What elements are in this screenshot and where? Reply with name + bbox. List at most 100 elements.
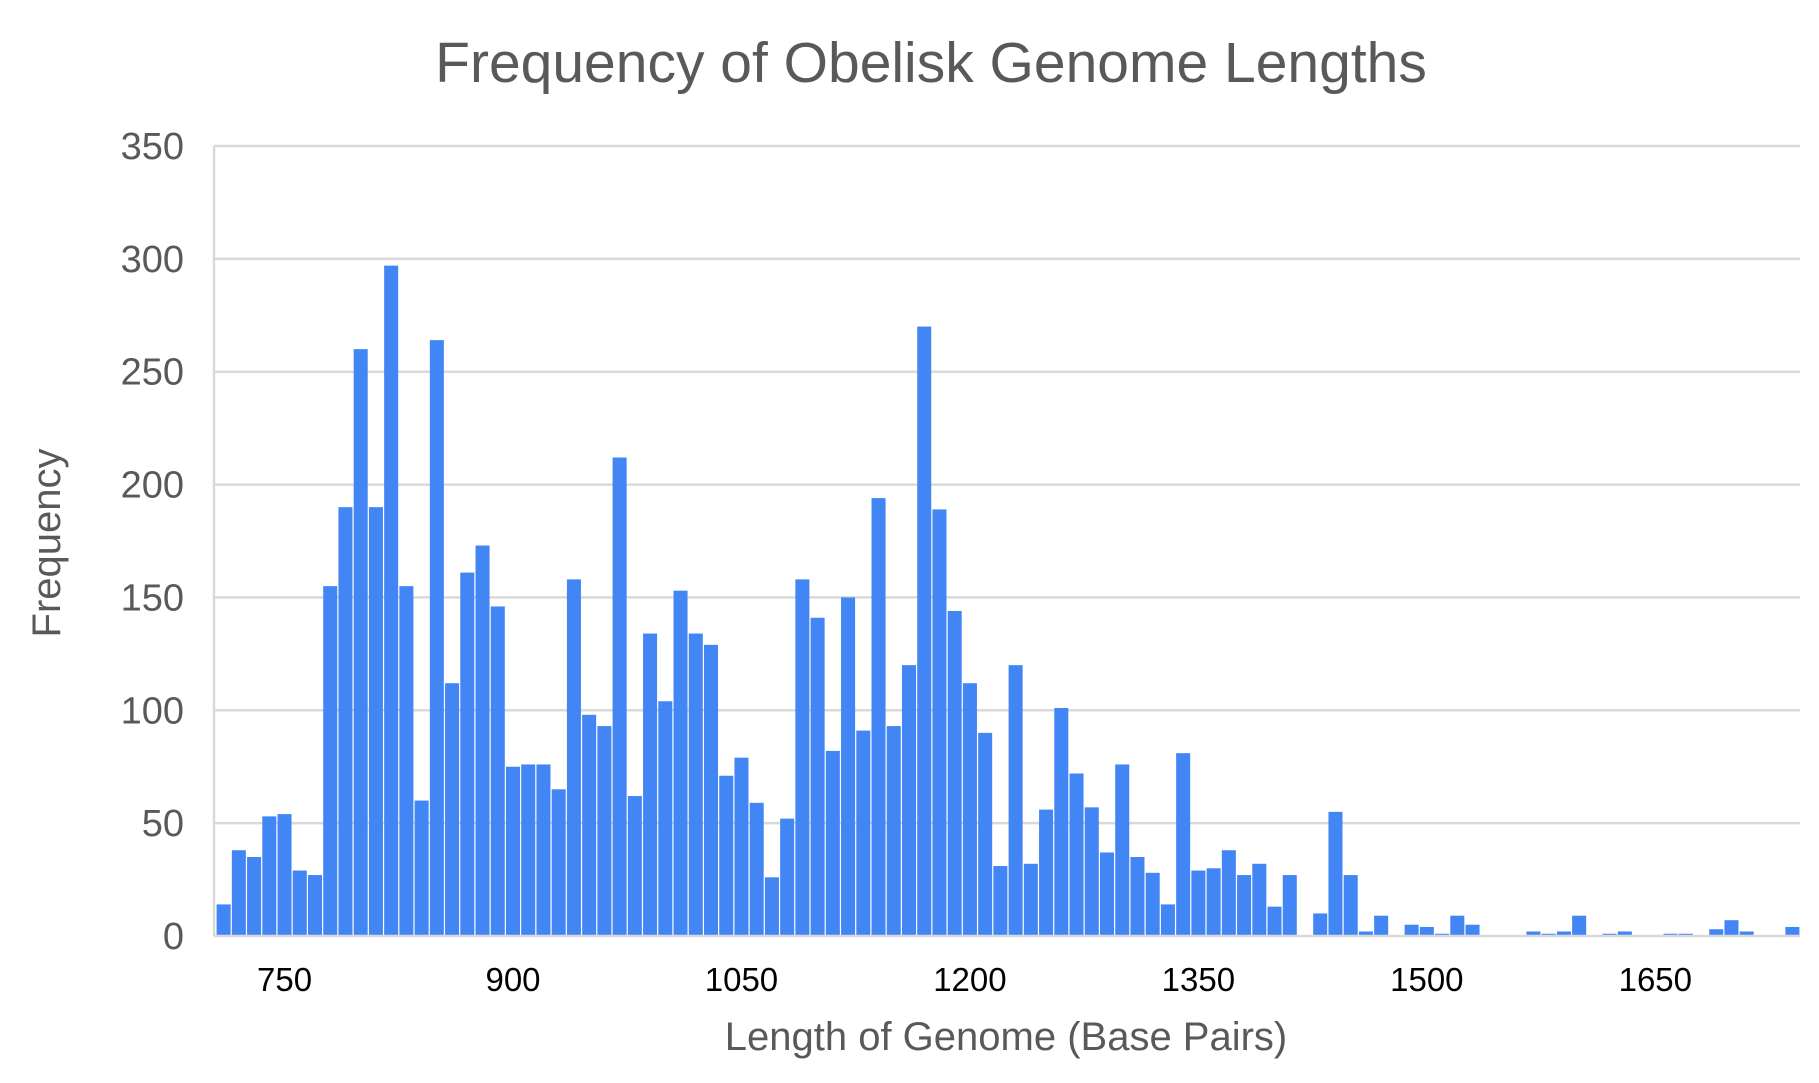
histogram-bar	[1252, 863, 1267, 936]
histogram-bar	[231, 850, 246, 936]
x-axis-title: Length of Genome (Base Pairs)	[725, 1015, 1288, 1059]
histogram-bar	[1039, 809, 1054, 936]
histogram-bar	[1023, 863, 1038, 936]
histogram-bar	[1008, 665, 1023, 936]
histogram-bar	[962, 683, 977, 936]
histogram-bar	[1206, 868, 1221, 936]
histogram-bar	[901, 665, 917, 936]
histogram-bar	[551, 789, 566, 936]
y-tick-labels: 0 50 100 150 200 250 300 350	[121, 126, 184, 958]
x-tick-labels: 750 900 1050 1200 1350 1500 1650	[257, 961, 1692, 998]
histogram-bar	[795, 579, 810, 936]
histogram-bar	[353, 349, 368, 937]
histogram-bar	[841, 597, 856, 936]
histogram-bar	[338, 507, 353, 936]
histogram-bar	[856, 730, 871, 936]
y-tick-label: 0	[163, 916, 184, 958]
histogram-bar	[1419, 926, 1434, 936]
histogram-bar	[1282, 875, 1297, 936]
histogram-bar	[1267, 906, 1282, 936]
histogram-bar	[703, 644, 719, 936]
bars	[216, 265, 1800, 937]
histogram-bar	[292, 870, 307, 936]
histogram-bar	[1237, 875, 1252, 936]
histogram-bar	[1709, 929, 1724, 936]
histogram-bar	[1069, 773, 1084, 936]
histogram-bar	[1358, 931, 1373, 936]
histogram-bar	[323, 586, 338, 936]
histogram-bar	[1617, 931, 1632, 936]
histogram-bar	[932, 509, 947, 936]
histogram-bar	[688, 633, 703, 936]
histogram-bar	[460, 572, 475, 936]
x-tick-label: 750	[257, 961, 312, 998]
histogram-bar	[262, 816, 277, 936]
histogram-bar	[368, 507, 383, 936]
histogram-bar	[810, 617, 825, 936]
histogram-bar	[658, 701, 673, 936]
y-tick-label: 150	[121, 577, 184, 619]
histogram-bar	[643, 633, 658, 936]
histogram-bar	[1176, 753, 1191, 936]
histogram-bar	[429, 340, 444, 937]
histogram-bar	[825, 750, 840, 936]
y-axis-title: Frequency	[25, 449, 69, 638]
y-tick-label: 300	[121, 239, 184, 281]
histogram-bar	[612, 457, 627, 936]
histogram-bar	[445, 683, 460, 936]
histogram-bar	[307, 875, 323, 936]
histogram-bar	[521, 764, 536, 936]
x-tick-label: 1500	[1390, 961, 1463, 998]
histogram-bar	[749, 802, 764, 936]
histogram-bar	[1191, 870, 1206, 936]
histogram-bar	[1130, 857, 1145, 936]
chart-title: Frequency of Obelisk Genome Lengths	[435, 31, 1427, 95]
histogram-bar	[1099, 852, 1115, 936]
histogram-bar	[1221, 850, 1236, 936]
histogram-bar	[993, 866, 1008, 936]
histogram-bar	[1526, 931, 1541, 936]
histogram-bar	[566, 579, 581, 936]
histogram-bar	[582, 714, 597, 936]
histogram-bar	[505, 766, 521, 936]
histogram-bar	[536, 764, 551, 936]
histogram-bar	[277, 814, 292, 936]
histogram-bar	[490, 606, 505, 936]
y-tick-label: 50	[142, 803, 184, 845]
histogram-bar	[673, 590, 688, 936]
histogram-bar	[719, 775, 734, 936]
y-tick-label: 250	[121, 352, 184, 394]
x-tick-label: 1650	[1619, 961, 1692, 998]
histogram-bar	[886, 726, 901, 936]
histogram-bar	[1572, 915, 1587, 936]
histogram-bar	[1115, 764, 1130, 936]
histogram-bar	[216, 904, 231, 936]
histogram-bar	[947, 610, 962, 936]
histogram-bar	[627, 796, 642, 936]
histogram-bar	[1739, 931, 1754, 936]
histogram-bar	[1054, 708, 1069, 936]
histogram-bar	[780, 818, 795, 936]
histogram-bar	[1313, 913, 1328, 936]
histogram-bar	[384, 265, 399, 937]
x-tick-label: 1050	[705, 961, 778, 998]
histogram-bar	[1724, 920, 1739, 936]
histogram-bar	[1450, 915, 1465, 936]
histogram-bar	[1328, 811, 1343, 936]
x-tick-label: 1200	[933, 961, 1006, 998]
histogram-bar	[871, 498, 886, 936]
histogram-bar	[1556, 931, 1571, 936]
y-tick-label: 200	[121, 465, 184, 507]
histogram-bar	[1374, 915, 1389, 936]
histogram-bar	[1343, 875, 1358, 936]
y-tick-label: 350	[121, 126, 184, 168]
x-tick-label: 1350	[1162, 961, 1235, 998]
histogram-bar	[597, 726, 612, 936]
x-tick-label: 900	[485, 961, 540, 998]
histogram-bar	[1404, 924, 1419, 936]
histogram-bar	[1465, 924, 1480, 936]
histogram-bar	[1160, 904, 1175, 936]
y-tick-label: 100	[121, 690, 184, 732]
histogram-bar	[1084, 807, 1099, 936]
